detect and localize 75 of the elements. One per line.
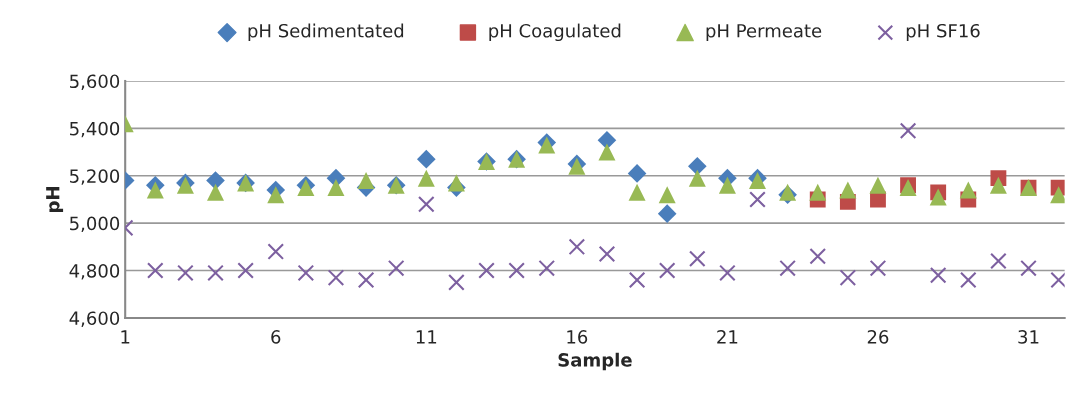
point bbox=[959, 271, 977, 289]
point bbox=[628, 271, 646, 289]
point bbox=[869, 259, 887, 277]
point bbox=[478, 262, 495, 279]
point bbox=[628, 183, 646, 201]
legend-label: pH SF16 bbox=[906, 23, 980, 42]
point bbox=[749, 191, 766, 208]
point bbox=[207, 264, 224, 282]
point bbox=[899, 122, 917, 140]
point bbox=[206, 171, 225, 190]
point bbox=[357, 172, 375, 190]
y-tick-label: 5,400 bbox=[70, 121, 120, 138]
point bbox=[839, 181, 857, 199]
legend-label: pH Coagulated bbox=[489, 23, 621, 42]
x-tick-label: 16 bbox=[567, 330, 588, 344]
point bbox=[688, 169, 706, 187]
point bbox=[207, 183, 225, 201]
point bbox=[146, 181, 164, 199]
point bbox=[508, 262, 525, 279]
point bbox=[387, 259, 405, 277]
point bbox=[146, 262, 164, 279]
point bbox=[809, 183, 827, 201]
point bbox=[749, 172, 767, 190]
point bbox=[1020, 259, 1037, 277]
point bbox=[598, 245, 616, 263]
point bbox=[718, 176, 736, 194]
point bbox=[177, 264, 194, 282]
x-tick-label: 11 bbox=[416, 330, 437, 344]
point bbox=[267, 243, 285, 260]
point bbox=[929, 188, 947, 206]
point bbox=[779, 259, 796, 277]
point bbox=[809, 248, 827, 265]
point bbox=[598, 143, 616, 161]
point bbox=[627, 164, 647, 183]
y-tick-label: 5,000 bbox=[70, 216, 120, 233]
point bbox=[327, 179, 345, 197]
x-tick-label: 21 bbox=[717, 330, 738, 344]
y-tick-label: 4,600 bbox=[69, 311, 120, 327]
x-tick-label: 26 bbox=[867, 330, 889, 344]
point bbox=[959, 181, 977, 199]
point bbox=[447, 174, 465, 192]
x-tick-label: 31 bbox=[1018, 330, 1039, 344]
point bbox=[929, 266, 947, 284]
point bbox=[417, 195, 435, 213]
point bbox=[657, 204, 677, 223]
point bbox=[448, 274, 465, 291]
point bbox=[989, 176, 1007, 194]
point bbox=[869, 176, 887, 194]
point bbox=[357, 271, 375, 289]
point bbox=[597, 130, 617, 150]
x-axis-title: Sample bbox=[558, 352, 632, 371]
legend-label: pH Permeate bbox=[706, 24, 822, 42]
point bbox=[658, 262, 676, 279]
point bbox=[687, 156, 707, 176]
legend-label: pH Sedimentated bbox=[248, 23, 404, 42]
x-tick-label: 1 bbox=[121, 330, 130, 344]
y-tick-label: 5,200 bbox=[70, 169, 120, 185]
point bbox=[538, 259, 556, 277]
x-tick-label: 6 bbox=[271, 330, 281, 344]
point bbox=[237, 262, 254, 279]
point bbox=[719, 264, 736, 282]
point bbox=[990, 252, 1007, 270]
point bbox=[839, 269, 857, 286]
y-axis-title: pH bbox=[46, 187, 64, 212]
point bbox=[568, 238, 586, 256]
point bbox=[416, 149, 436, 169]
y-tick-label: 5,600 bbox=[70, 74, 120, 90]
point bbox=[658, 186, 676, 204]
point bbox=[779, 183, 797, 201]
point bbox=[688, 250, 706, 268]
point bbox=[297, 264, 315, 282]
y-tick-label: 4,800 bbox=[69, 264, 120, 280]
point bbox=[327, 269, 345, 286]
point bbox=[267, 186, 285, 204]
point bbox=[417, 169, 435, 187]
